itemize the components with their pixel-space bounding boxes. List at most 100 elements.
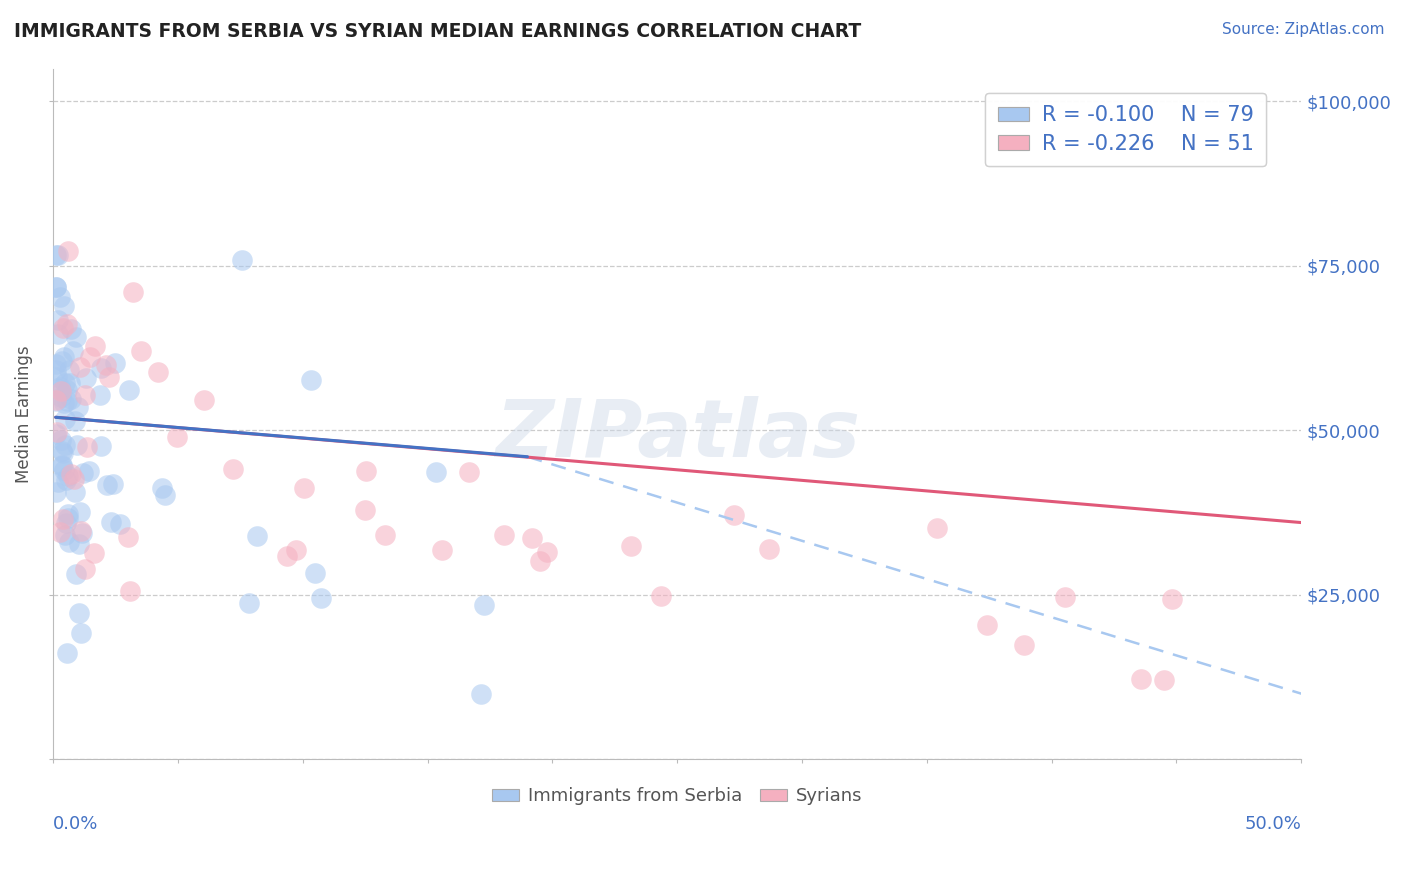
Point xyxy=(90,439,112,453)
Point xyxy=(59,376,82,390)
Point xyxy=(56,510,79,524)
Point xyxy=(49,390,72,404)
Point xyxy=(1153,673,1175,688)
Point xyxy=(53,528,76,542)
Point xyxy=(60,392,83,406)
Point xyxy=(457,465,479,479)
Point xyxy=(83,546,105,560)
Point xyxy=(63,485,86,500)
Point xyxy=(48,327,70,342)
Point xyxy=(45,394,67,409)
Point xyxy=(69,505,91,519)
Point xyxy=(56,468,79,483)
Point xyxy=(76,440,98,454)
Point xyxy=(56,646,79,660)
Point xyxy=(166,430,188,444)
Point xyxy=(49,290,72,304)
Point xyxy=(48,380,70,394)
Point xyxy=(529,554,551,568)
Point xyxy=(276,549,298,563)
Point xyxy=(292,481,315,495)
Point xyxy=(304,566,326,581)
Point xyxy=(48,248,70,262)
Point xyxy=(285,543,308,558)
Point xyxy=(353,502,375,516)
Point xyxy=(70,524,93,538)
Point xyxy=(53,376,76,391)
Point xyxy=(45,280,67,294)
Point xyxy=(70,626,93,640)
Point xyxy=(246,528,269,542)
Point xyxy=(75,371,97,385)
Point xyxy=(520,531,543,545)
Point xyxy=(118,383,141,397)
Point xyxy=(100,516,122,530)
Point xyxy=(620,539,643,553)
Point xyxy=(51,354,73,368)
Point xyxy=(75,387,97,401)
Point xyxy=(45,484,67,499)
Point xyxy=(52,350,75,364)
Point xyxy=(62,344,84,359)
Point xyxy=(60,322,83,336)
Point xyxy=(45,357,67,371)
Point xyxy=(45,392,67,407)
Point xyxy=(56,317,79,331)
Point xyxy=(1161,592,1184,607)
Point xyxy=(425,465,447,479)
Point xyxy=(53,299,76,313)
Point xyxy=(53,412,76,426)
Point xyxy=(58,363,80,377)
Y-axis label: Median Earnings: Median Earnings xyxy=(15,345,32,483)
Point xyxy=(67,606,90,620)
Point xyxy=(83,339,105,353)
Point xyxy=(231,252,253,267)
Point xyxy=(72,525,94,540)
Point xyxy=(193,392,215,407)
Point xyxy=(63,472,86,486)
Point xyxy=(51,459,73,474)
Point xyxy=(373,527,395,541)
Point xyxy=(299,373,322,387)
Point xyxy=(117,530,139,544)
Point xyxy=(101,477,124,491)
Point xyxy=(354,464,377,478)
Point xyxy=(52,320,75,334)
Point xyxy=(79,464,101,478)
Point xyxy=(48,383,70,397)
Point xyxy=(925,521,948,535)
Point xyxy=(66,400,89,414)
Text: Source: ZipAtlas.com: Source: ZipAtlas.com xyxy=(1222,22,1385,37)
Point xyxy=(46,475,69,490)
Point xyxy=(55,383,77,397)
Point xyxy=(90,361,112,376)
Point xyxy=(118,584,141,599)
Text: 50.0%: 50.0% xyxy=(1244,814,1302,833)
Point xyxy=(94,359,117,373)
Point xyxy=(45,425,67,439)
Text: ZIPatlas: ZIPatlas xyxy=(495,396,859,474)
Point xyxy=(1054,590,1077,604)
Point xyxy=(56,507,79,521)
Point xyxy=(150,481,173,495)
Legend: Immigrants from Serbia, Syrians: Immigrants from Serbia, Syrians xyxy=(485,780,870,813)
Point xyxy=(51,443,73,458)
Point xyxy=(49,433,72,447)
Point xyxy=(55,473,77,487)
Point xyxy=(108,516,131,531)
Point xyxy=(1129,672,1152,686)
Point xyxy=(53,396,76,410)
Point xyxy=(49,384,72,398)
Point xyxy=(72,466,94,480)
Point xyxy=(122,285,145,300)
Point xyxy=(45,426,67,441)
Point xyxy=(45,363,67,377)
Point xyxy=(67,537,90,551)
Point xyxy=(56,394,79,409)
Point xyxy=(55,516,77,531)
Point xyxy=(1012,638,1035,652)
Point xyxy=(472,598,495,612)
Point xyxy=(60,467,83,482)
Point xyxy=(52,512,75,526)
Point xyxy=(55,438,77,452)
